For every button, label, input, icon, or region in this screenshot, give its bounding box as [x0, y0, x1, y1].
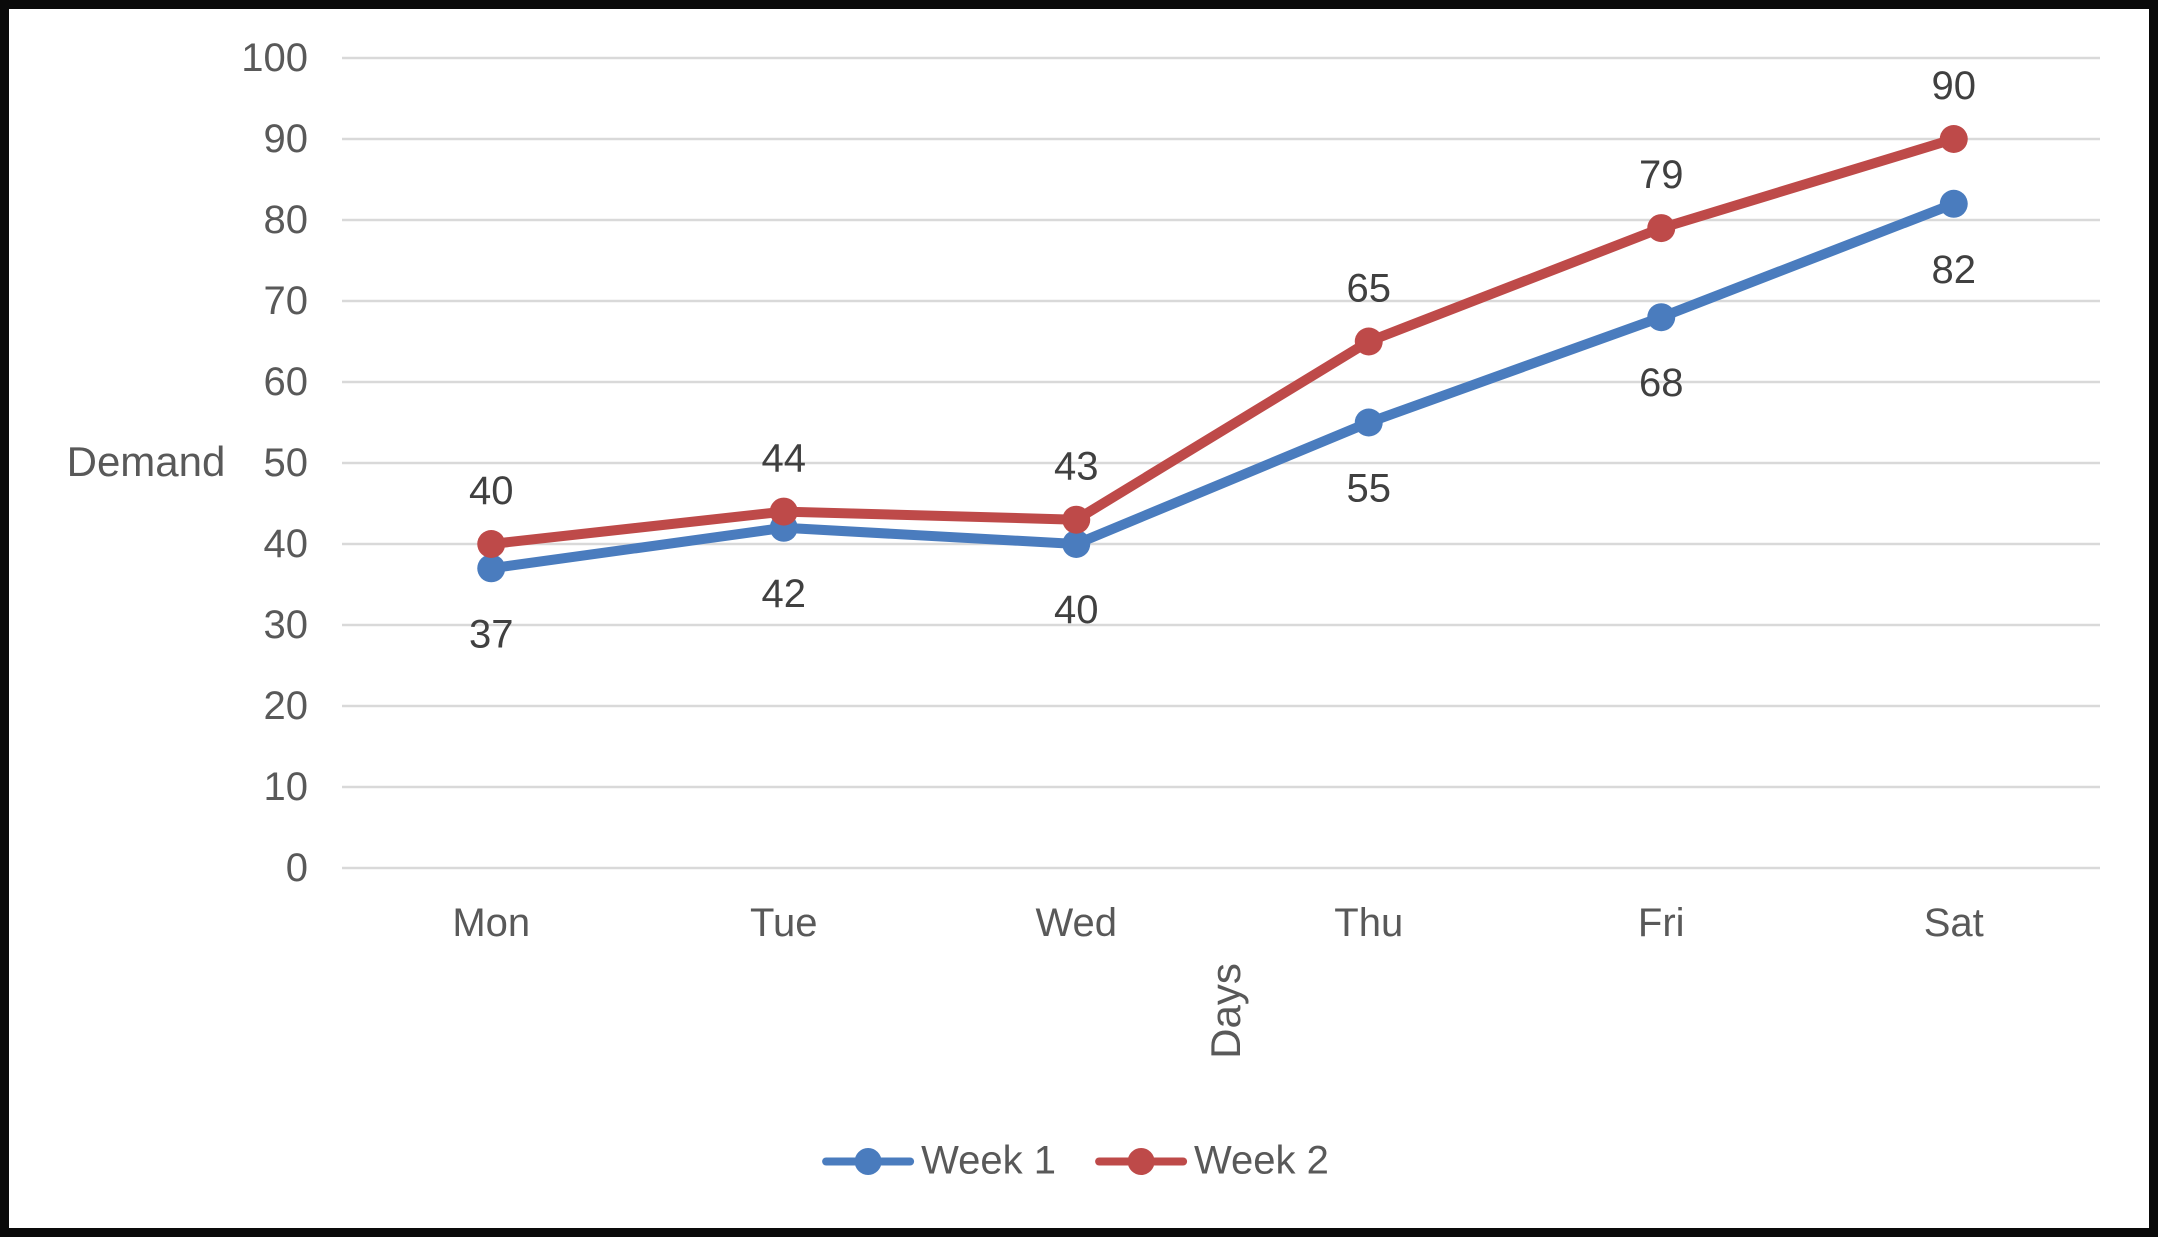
series-line-week-2 [486, 134, 1959, 549]
y-tick-label-50: 50 [264, 441, 309, 485]
data-label-week-2-sat: 90 [1932, 64, 1977, 108]
x-category-label-sat: Sat [1924, 901, 1984, 945]
x-category-label-fri: Fri [1638, 901, 1685, 945]
x-category-label-thu: Thu [1334, 901, 1403, 945]
data-label-week-2-wed: 43 [1054, 445, 1099, 489]
legend-label-week-1: Week 1 [921, 1138, 1056, 1183]
data-point-marker-week-2-wed [1062, 505, 1091, 534]
legend-label-week-2: Week 2 [1194, 1138, 1329, 1183]
y-tick-label-90: 90 [264, 117, 309, 161]
y-tick-label-30: 30 [264, 603, 309, 647]
data-point-marker-week-1-wed [1062, 530, 1091, 558]
y-tick-label-100: 100 [241, 36, 308, 80]
data-point-marker-week-1-fri [1647, 303, 1676, 332]
y-tick-label-80: 80 [264, 198, 309, 242]
data-point-marker-week-2-fri [1647, 214, 1676, 243]
x-category-label-wed: Wed [1035, 901, 1117, 945]
data-label-week-2-mon: 40 [469, 469, 514, 513]
x-category-label-mon: Mon [452, 901, 530, 945]
x-axis-title: Days [1202, 963, 1249, 1059]
legend-item-week-1: Week 1 [821, 1139, 1056, 1184]
legend: Week 1 Week 2 [821, 1139, 1329, 1184]
y-tick-label-10: 10 [264, 765, 309, 809]
x-category-label-tue: Tue [750, 901, 817, 945]
y-tick-label-60: 60 [264, 360, 309, 404]
y-tick-label-40: 40 [264, 522, 309, 566]
y-tick-label-0: 0 [286, 846, 308, 890]
data-point-marker-week-2-tue [769, 497, 798, 526]
y-axis-title: Demand [66, 438, 226, 485]
series-line-week-1 [486, 198, 1959, 574]
data-point-marker-week-1-mon [477, 554, 506, 583]
y-tick-label-70: 70 [264, 279, 309, 323]
data-label-week-1-tue: 42 [762, 572, 807, 616]
data-point-marker-week-2-mon [477, 530, 506, 558]
data-point-marker-week-2-sat [1939, 125, 1968, 153]
data-label-week-2-fri: 79 [1639, 153, 1684, 197]
data-label-week-1-wed: 40 [1054, 588, 1099, 632]
legend-item-week-2: Week 2 [1094, 1139, 1329, 1184]
data-label-week-1-thu: 55 [1347, 467, 1392, 511]
data-label-week-1-sat: 82 [1932, 248, 1977, 292]
data-label-week-1-mon: 37 [469, 612, 514, 656]
y-tick-label-20: 20 [264, 684, 309, 728]
data-point-marker-week-1-sat [1939, 189, 1968, 218]
data-label-week-1-fri: 68 [1639, 361, 1684, 405]
data-point-marker-week-1-thu [1354, 408, 1383, 437]
legend-marker-week-2 [1095, 1147, 1187, 1175]
legend-marker-week-1 [822, 1147, 915, 1175]
data-label-week-2-thu: 65 [1347, 267, 1392, 311]
data-label-week-2-tue: 44 [762, 437, 807, 481]
data-point-marker-week-2-thu [1354, 327, 1383, 356]
